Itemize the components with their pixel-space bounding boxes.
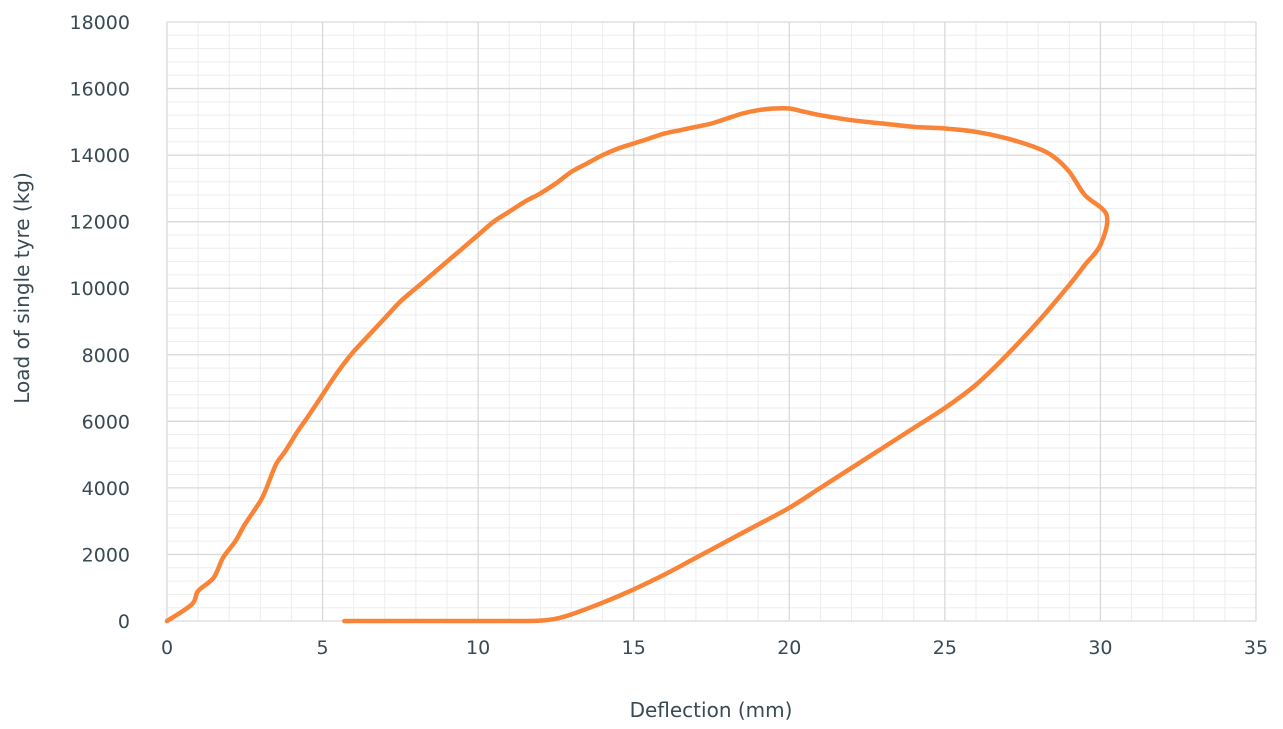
x-tick-label: 35 bbox=[1244, 637, 1268, 659]
y-tick-label: 12000 bbox=[70, 212, 130, 234]
y-tick-label: 10000 bbox=[70, 278, 130, 300]
x-tick-label: 25 bbox=[933, 637, 957, 659]
x-tick-label: 0 bbox=[161, 637, 173, 659]
y-tick-labels: 0 2000 4000 6000 8000 10000 12000 14000 16000 180… bbox=[70, 12, 130, 633]
major-grid bbox=[166, 21, 1257, 622]
y-tick-label: 4000 bbox=[82, 478, 130, 500]
x-tick-labels: 0 5 10 15 20 25 30 35 bbox=[161, 637, 1268, 659]
x-tick-label: 15 bbox=[622, 637, 646, 659]
x-tick-label: 10 bbox=[466, 637, 490, 659]
series-line-0 bbox=[164, 105, 1110, 624]
y-tick-label: 0 bbox=[118, 611, 130, 633]
y-tick-label: 2000 bbox=[82, 544, 130, 566]
y-axis-title: Load of single tyre (kg) bbox=[10, 172, 34, 404]
x-tick-label: 30 bbox=[1088, 637, 1112, 659]
y-tick-label: 14000 bbox=[70, 145, 130, 167]
x-tick-label: 20 bbox=[777, 637, 801, 659]
x-tick-label: 5 bbox=[317, 637, 329, 659]
y-tick-label: 8000 bbox=[82, 345, 130, 367]
x-axis-title: Deflection (mm) bbox=[630, 698, 793, 722]
y-tick-label: 16000 bbox=[70, 79, 130, 101]
y-tick-label: 18000 bbox=[70, 12, 130, 34]
y-tick-label: 6000 bbox=[82, 411, 130, 433]
minor-grid bbox=[167, 22, 1256, 621]
series-layer bbox=[164, 105, 1110, 624]
